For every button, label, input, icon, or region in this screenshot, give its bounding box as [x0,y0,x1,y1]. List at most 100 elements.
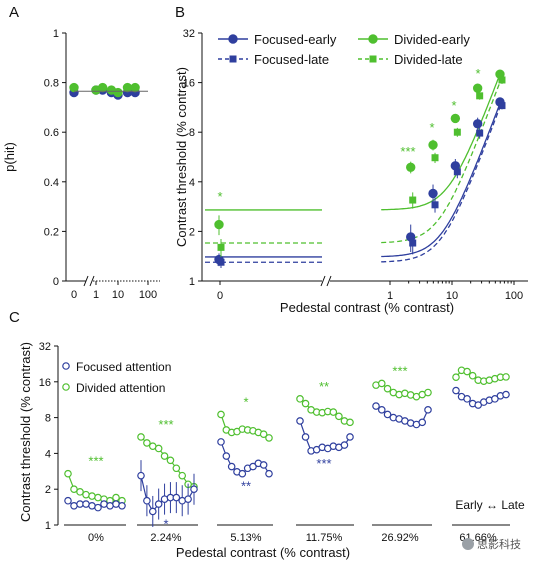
panel-b-point [409,196,417,204]
panel-c-point [452,373,460,381]
panel-b-x-tick-label: 0 [217,290,223,302]
panel-a-point-divided [97,82,108,93]
panel-c-point [148,507,157,516]
panel-a-y-tick-label: 0 [53,276,59,288]
panel-c-point [178,471,187,480]
panel-b-point [453,128,461,136]
panel-b-x-tick-label: 10 [446,290,458,302]
panel-b-y-tick-label: 1 [189,276,195,288]
panel-b-point [453,168,461,176]
panel-c-point [222,452,231,460]
watermark: 思影科技 [462,536,521,552]
panel-a-y-tick-label: 0.6 [44,127,59,139]
panel-b-point [476,129,484,137]
panel-c-point [249,462,257,471]
panel-c-y-tick-label: 2 [45,484,51,496]
panel-c-significance: *** [316,456,331,471]
panel-a-point-divided [130,82,140,93]
panel-b-y-tick-label: 16 [183,78,195,90]
panel-b-point [428,188,438,199]
panel-c-point [137,433,145,441]
panel-c-point [154,444,163,453]
panel-c-point [329,408,338,416]
panel-c-point [217,438,225,446]
panel-c-point [118,502,126,510]
panel-c-point [463,395,471,403]
panel-c-point [502,390,510,399]
panel-c-point [383,384,392,393]
panel-c-point [468,371,477,380]
panel-c-legend-label: Focused attention [76,360,171,374]
panel-b-x-tick-label: 1 [387,290,393,302]
panel-c-significance: ** [319,379,329,394]
panel-c-point [166,456,175,465]
panel-c-point [346,418,354,427]
panel-c-point [383,410,392,419]
panel-b-axis-break [320,275,332,287]
panel-b-point [217,243,225,251]
legend-label: Focused-early [254,32,337,47]
panel-c-significance: * [243,394,248,409]
panel-a-x-tick-label: 10 [112,289,124,301]
panel-c-point [82,490,90,499]
legend-label: Divided-late [394,52,463,67]
panel-c-point [227,462,236,471]
panel-b-point [409,239,417,247]
panel-b-significance: * [217,189,222,204]
panel-b-point [431,154,439,162]
panel-b-y-tick-label: 8 [189,127,195,139]
panel-c-point [346,433,354,441]
panel-c-point [70,485,78,494]
panel-a-point-divided [113,87,123,98]
panel-c-point [154,500,163,508]
panel-b-fit-curve [381,77,503,244]
panel-c-time-axis-label: Early ↔ Late [455,498,525,512]
panel-c-point [301,399,310,408]
panel-c-point [143,439,151,447]
panel-b-point [472,83,483,93]
panel-c-y-tick-label: 1 [45,520,51,532]
panel-b-y-tick-label: 2 [189,226,195,238]
panel-b-fit-curve [381,99,503,258]
panel-c-point [452,386,460,395]
legend-marker [228,34,238,44]
panel-c-point [172,464,181,473]
panel-a-y-tick-label: 0.4 [44,177,59,189]
panel-c-point [112,493,120,502]
panel-c-x-tick-label: 2.24% [150,532,181,544]
panel-c-point [259,461,268,469]
panel-c-x-label: Pedestal contrast (% contrast) [176,545,350,560]
panel-c-point [172,493,181,502]
panel-c-significance: *** [88,454,103,469]
panel-b-point [217,258,225,266]
panel-c-point [377,406,386,414]
panel-a-x-tick-label: 1 [93,289,99,301]
panel-a-y-tick-label: 0.2 [44,226,59,238]
panel-c-legend-marker [62,383,70,391]
panel-c-point [137,471,145,480]
panel-c-point [296,417,304,425]
panel-b-significance: * [451,98,456,113]
panel-c-point [424,406,432,414]
panel-a-letter: A [9,4,19,21]
panel-c-point [296,395,304,403]
panel-c-point [238,469,247,478]
panel-b-x-tick-label: 100 [505,290,523,302]
panel-c-legend-marker [62,362,70,370]
panel-c-point [265,469,273,478]
legend-label: Divided-early [394,32,470,47]
panel-c-point [372,402,380,410]
panel-a-axis-break [83,275,95,287]
panel-c-point [259,430,268,439]
panel-c-point [160,452,169,460]
panel-b-y-tick-label: 32 [183,28,195,40]
legend-marker [369,55,377,63]
panel-c-point [64,496,72,505]
panel-c-point [265,434,273,442]
panel-c-point [94,503,102,512]
panel-b-significance: * [429,120,434,135]
panel-c-y-tick-label: 32 [39,341,51,353]
panel-c-point [301,433,310,441]
legend-marker [229,55,237,63]
